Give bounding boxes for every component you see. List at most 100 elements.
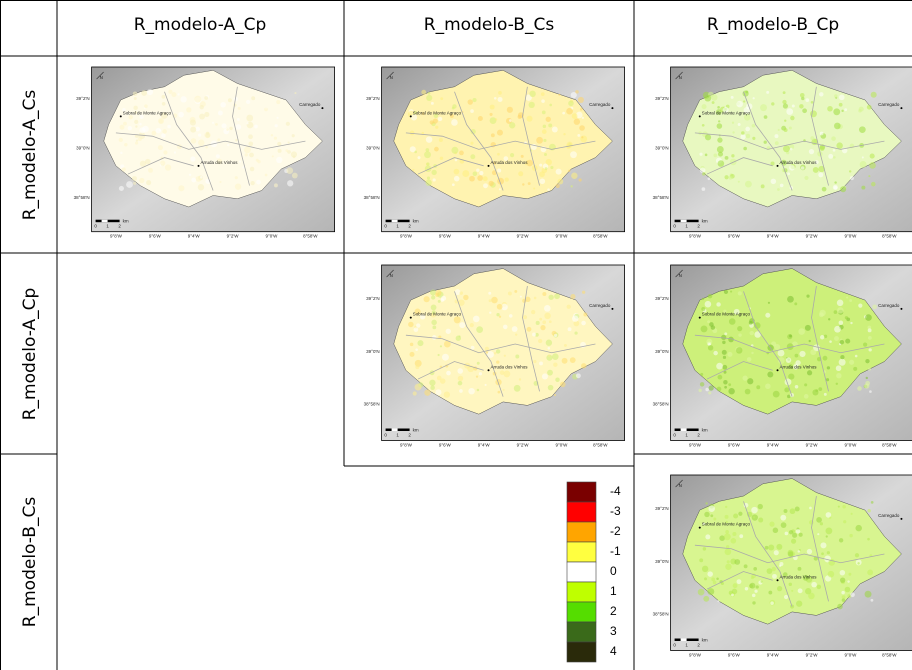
map-texture: [784, 128, 788, 132]
longitude-label: 9°2'W: [806, 234, 819, 239]
map-texture: [541, 92, 545, 96]
map-texture: [138, 137, 142, 141]
map-texture: [160, 161, 165, 166]
map-texture: [707, 320, 710, 323]
map-texture: [235, 124, 241, 130]
map-texture: [736, 101, 743, 108]
map-texture: [536, 321, 540, 325]
map-texture: [758, 518, 763, 523]
longitude-label: 9°2'W: [227, 234, 240, 239]
map-texture: [764, 115, 768, 119]
map-texture: [163, 150, 167, 154]
map-texture: [702, 566, 708, 572]
map-texture: [512, 326, 518, 332]
map-texture: [784, 387, 789, 392]
map-texture: [560, 382, 566, 388]
map-texture: [834, 94, 838, 98]
map-texture: [869, 390, 872, 393]
map-texture: [144, 104, 148, 108]
map-texture: [438, 354, 440, 356]
longitude-label: 9°6'W: [439, 234, 452, 239]
place-dot: [900, 518, 902, 520]
map-texture: [277, 142, 281, 146]
map-texture: [847, 580, 849, 582]
map-texture: [477, 362, 480, 365]
place-dot: [777, 369, 779, 371]
map-texture: [120, 125, 125, 130]
map-texture: [868, 328, 872, 332]
map-texture: [699, 558, 703, 562]
map-texture: [578, 97, 584, 103]
map-texture: [235, 139, 237, 141]
map-texture: [786, 357, 792, 363]
map-texture: [455, 159, 458, 162]
map-texture: [708, 294, 713, 299]
map-texture: [490, 105, 495, 110]
map-texture: [542, 110, 546, 114]
map-texture: [739, 534, 743, 538]
map-texture: [781, 522, 787, 528]
map-texture: [410, 343, 414, 347]
map-texture: [784, 595, 788, 599]
map-texture: [248, 141, 253, 146]
map-texture: [424, 296, 430, 302]
map-texture: [745, 90, 748, 93]
legend-swatch: [567, 562, 596, 582]
map-texture: [531, 310, 535, 314]
map-texture: [772, 574, 777, 579]
latitude-label: 38°58'N: [364, 401, 380, 406]
map-texture: [704, 95, 711, 102]
map-texture: [734, 559, 740, 565]
map-texture: [441, 296, 446, 301]
longitude-label: 9°8'W: [400, 234, 413, 239]
map-texture: [846, 296, 848, 298]
map-texture: [767, 372, 773, 378]
map-texture: [556, 169, 562, 175]
map-texture: [468, 388, 474, 394]
map-texture: [810, 110, 817, 117]
map-texture: [555, 378, 559, 382]
map-texture: [570, 185, 572, 187]
map-texture: [488, 292, 491, 295]
map-texture: [489, 312, 491, 314]
legend-label: -4: [610, 484, 621, 498]
map-texture: [216, 154, 220, 158]
map-texture: [850, 592, 855, 597]
map-texture: [426, 136, 432, 142]
map-texture: [743, 100, 745, 102]
place-dot: [777, 165, 779, 167]
map-texture: [452, 104, 456, 108]
map-texture: [833, 108, 840, 115]
map-texture: [435, 389, 441, 395]
map-texture: [503, 325, 508, 330]
map-texture: [713, 351, 718, 356]
longitude-label: 9°0'W: [844, 234, 857, 239]
map-texture: [703, 547, 706, 550]
map-texture: [574, 118, 580, 124]
map-texture: [487, 351, 494, 358]
map-texture: [756, 585, 759, 588]
map-texture: [761, 184, 765, 188]
map-texture: [582, 117, 584, 119]
map-texture: [544, 305, 551, 312]
longitude-label: 9°8'W: [689, 443, 702, 448]
map-texture: [727, 560, 730, 563]
map-texture: [777, 586, 782, 591]
map-texture: [190, 156, 195, 161]
map-texture: [486, 351, 488, 353]
place-label: Carregado: [589, 303, 611, 308]
map-texture: [725, 506, 727, 508]
map-texture: [554, 293, 560, 299]
page: R_modelo-A_Cp R_modelo-B_Cs R_modelo-B_C…: [0, 0, 912, 670]
map-texture: [867, 509, 871, 513]
latitude-label: 39°0'N: [366, 349, 379, 354]
longitude-label: 9°4'W: [767, 234, 780, 239]
map-texture: [235, 183, 241, 189]
map-texture: [752, 594, 756, 598]
map-texture: [718, 152, 723, 157]
map-texture: [769, 522, 774, 527]
map-texture: [864, 383, 869, 388]
map-texture: [718, 375, 723, 380]
map-texture: [771, 102, 774, 105]
map-texture: [205, 133, 210, 138]
